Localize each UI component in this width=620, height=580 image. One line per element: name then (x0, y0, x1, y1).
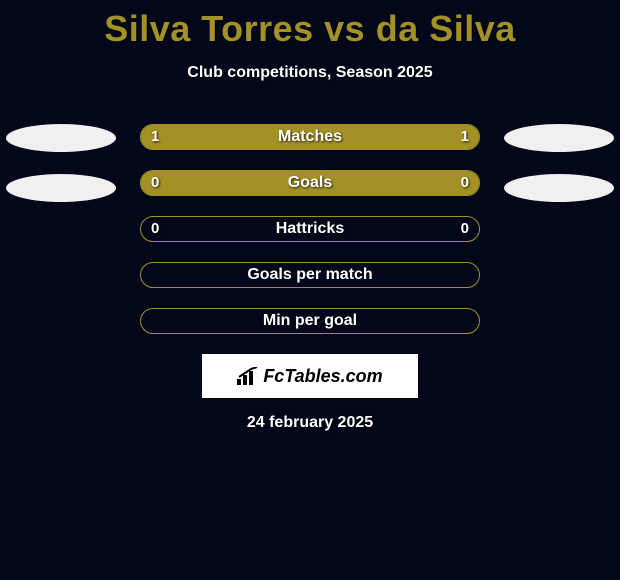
stat-row: 00Hattricks (0, 216, 620, 244)
brand-text: FcTables.com (263, 366, 382, 387)
player-marker-right (504, 124, 614, 152)
stat-label: Goals (141, 171, 479, 195)
stat-bar: Goals per match (140, 262, 480, 288)
stat-bar: 11Matches (140, 124, 480, 150)
stat-label: Hattricks (141, 217, 479, 241)
stat-bar: 00Hattricks (140, 216, 480, 242)
stat-bar: Min per goal (140, 308, 480, 334)
page-subtitle: Club competitions, Season 2025 (0, 64, 620, 82)
stat-row: Goals per match (0, 262, 620, 290)
chart-icon (237, 367, 259, 385)
player-marker-right (504, 174, 614, 202)
player-marker-left (6, 174, 116, 202)
brand-label: FcTables.com (237, 366, 382, 387)
page-title: Silva Torres vs da Silva (0, 0, 620, 50)
stat-label: Goals per match (141, 263, 479, 287)
stat-row: Min per goal (0, 308, 620, 336)
stat-row: 00Goals (0, 170, 620, 198)
player-marker-left (6, 124, 116, 152)
stat-row: 11Matches (0, 124, 620, 152)
brand-box: FcTables.com (202, 354, 418, 398)
stat-bar: 00Goals (140, 170, 480, 196)
stats-container: 11Matches 00Goals 00Hattricks Goals per mat… (0, 124, 620, 336)
stat-label: Min per goal (141, 309, 479, 333)
stat-label: Matches (141, 125, 479, 149)
date-label: 24 february 2025 (0, 414, 620, 432)
